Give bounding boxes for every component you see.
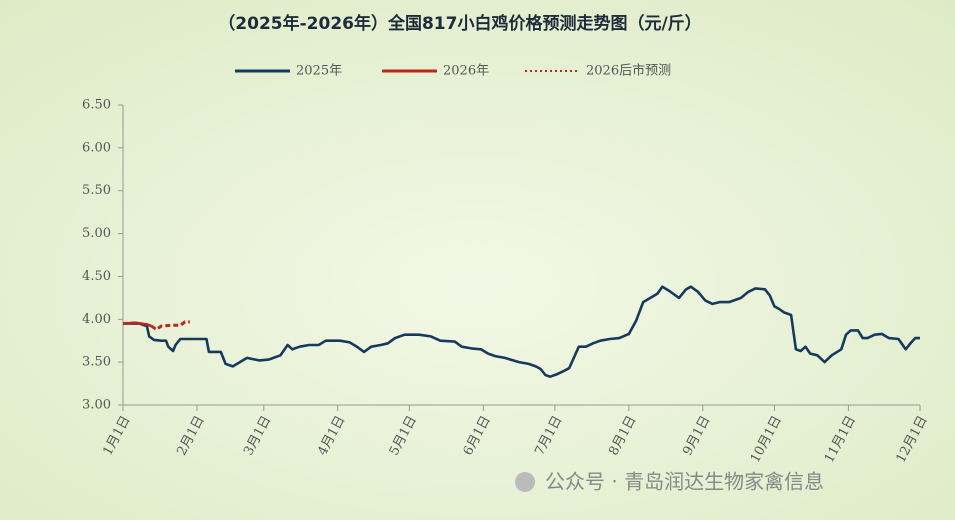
y-tick-label: 3.00: [82, 398, 111, 413]
y-tick-label: 5.00: [82, 226, 111, 241]
series-line: [122, 321, 153, 328]
y-tick-label: 5.50: [82, 183, 111, 198]
series-line: [123, 285, 920, 378]
y-tick-label: 3.50: [82, 355, 111, 370]
series-line: [150, 320, 190, 332]
y-tick-label: 6.50: [82, 98, 111, 113]
watermark: 公众号 · 青岛润达生物家禽信息: [515, 470, 824, 494]
legend-label: 2025年: [296, 64, 342, 79]
chart-title: （2025年-2026年）全国817小白鸡价格预测走势图（元/斤）: [218, 13, 701, 34]
watermark-text: 公众号 · 青岛润达生物家禽信息: [545, 470, 824, 494]
y-tick-label: 4.00: [82, 312, 111, 327]
y-tick-label: 6.00: [82, 140, 111, 155]
legend-item: 2026年: [382, 64, 489, 79]
legend-item: 2025年: [235, 64, 342, 79]
y-tick-label: 4.50: [82, 269, 111, 284]
legend-label: 2026年: [443, 64, 489, 79]
legend-label: 2026后市预测: [586, 63, 671, 79]
legend-item: 2026后市预测: [525, 63, 671, 79]
watermark-icon: [515, 472, 535, 492]
